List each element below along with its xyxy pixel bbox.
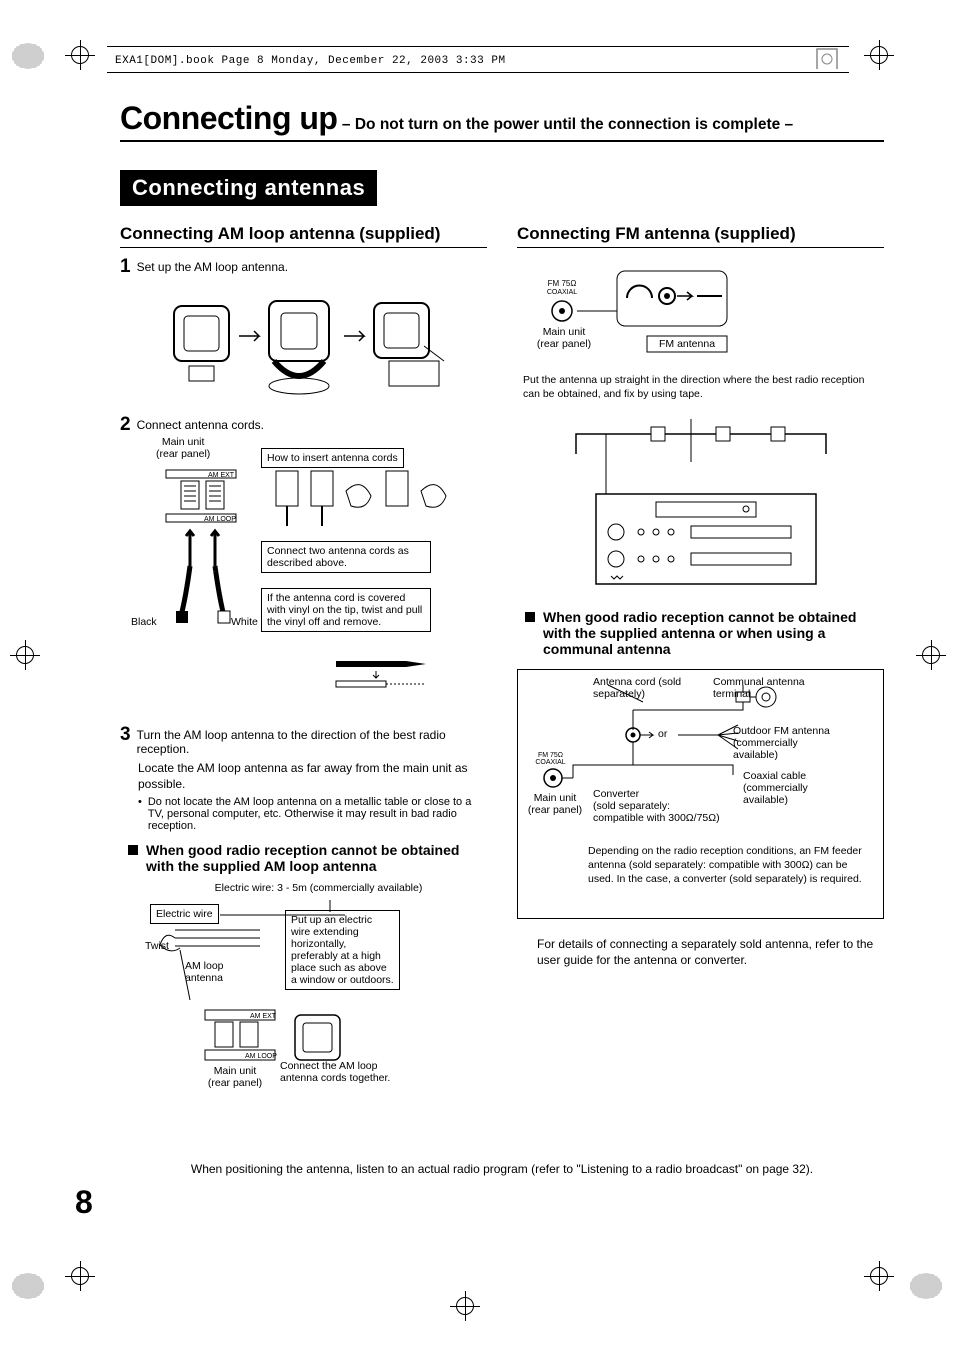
footer-note: When positioning the antenna, listen to … [120,1162,884,1176]
am-heading: Connecting AM loop antenna (supplied) [120,224,487,248]
step-text: Turn the AM loop antenna to the directio… [137,724,487,756]
main-unit-label-2: Main unit (rear panel) [205,1065,265,1089]
spiral-decoration [8,36,48,76]
connect-cords-label: Connect the AM loop antenna cords togeth… [280,1060,410,1084]
white-label: White [231,616,258,628]
am-connect-diagram: Main unit (rear panel) How to insert ant… [126,436,487,716]
crop-mark-mid-left [10,640,40,670]
header-rule-bottom [107,72,849,73]
main-subtitle: – Do not turn on the power until the con… [342,116,793,133]
fm-sub-bullet: When good radio reception cannot be obta… [517,609,884,657]
header-bracket-decoration [815,47,839,71]
header-rule-top [107,46,849,47]
step-number: 3 [120,724,131,756]
step-text: Connect antenna cords. [137,414,264,436]
svg-text:AM LOOP: AM LOOP [204,516,236,523]
section-banner: Connecting antennas [120,170,377,206]
step-2: 2 Connect antenna cords. [120,414,487,436]
svg-text:FM 75Ω: FM 75Ω [548,279,577,288]
main-title: Connecting up [120,100,337,136]
svg-text:AM EXT: AM EXT [250,1013,277,1020]
connect-two-label: Connect two antenna cords as described a… [261,541,431,573]
crop-mark-top-right [864,40,894,70]
details-text: For details of connecting a separately s… [517,937,884,968]
am-setup-diagram [140,286,487,406]
vinyl-note: If the antenna cord is covered with viny… [261,588,431,632]
wire-caption: Electric wire: 3 - 5m (commercially avai… [120,882,487,896]
crop-mark-bottom-center [450,1291,480,1321]
black-label: Black [131,616,157,628]
step-number: 2 [120,414,131,436]
main-unit-label: Main unit (rear panel) [529,326,599,350]
svg-text:AM LOOP: AM LOOP [245,1053,277,1060]
step-number: 1 [120,256,131,278]
crop-mark-mid-right [916,640,946,670]
spiral-decoration [8,1266,48,1306]
alt-note: Depending on the radio reception conditi… [588,845,873,886]
vinyl-strip-icon [326,656,446,696]
svg-text:AM EXT: AM EXT [208,472,235,479]
spiral-decoration [906,1266,946,1306]
am-sub-bullet: When good radio reception cannot be obta… [120,842,487,874]
step3-body: Locate the AM loop antenna as far away f… [120,760,487,792]
fm-diagram: FM 75Ω COAXIAL FM antenna Main un [517,256,884,366]
crop-mark-top-left [65,40,95,70]
fm-placement-diagram [517,409,884,599]
fm-alt-diagram: Antenna cord (sold separately) Communal … [517,669,884,919]
square-bullet-icon [128,845,138,855]
title-underline [120,140,884,142]
fm-antenna-label: FM antenna [659,338,715,350]
svg-text:COAXIAL: COAXIAL [547,289,577,296]
left-column: Connecting AM loop antenna (supplied) 1 … [120,224,487,1110]
put-up-text: Put the antenna up straight in the direc… [517,374,884,401]
step3-bullet: Do not locate the AM loop antenna on a m… [120,796,487,832]
step-1: 1 Set up the AM loop antenna. [120,256,487,278]
am-wire-diagram: Electric wire Twist AM loop antenna Put … [120,900,487,1110]
crop-mark-bottom-right [864,1261,894,1291]
square-bullet-icon [525,612,535,622]
right-column: Connecting FM antenna (supplied) FM 75Ω … [517,224,884,1110]
page-number: 8 [75,1184,93,1221]
page-title-block: Connecting up – Do not turn on the power… [120,100,884,142]
step-3: 3 Turn the AM loop antenna to the direct… [120,724,487,756]
step-text: Set up the AM loop antenna. [137,256,288,278]
crop-mark-bottom-left [65,1261,95,1291]
fm-heading: Connecting FM antenna (supplied) [517,224,884,248]
book-header-text: EXA1[DOM].book Page 8 Monday, December 2… [115,55,506,67]
